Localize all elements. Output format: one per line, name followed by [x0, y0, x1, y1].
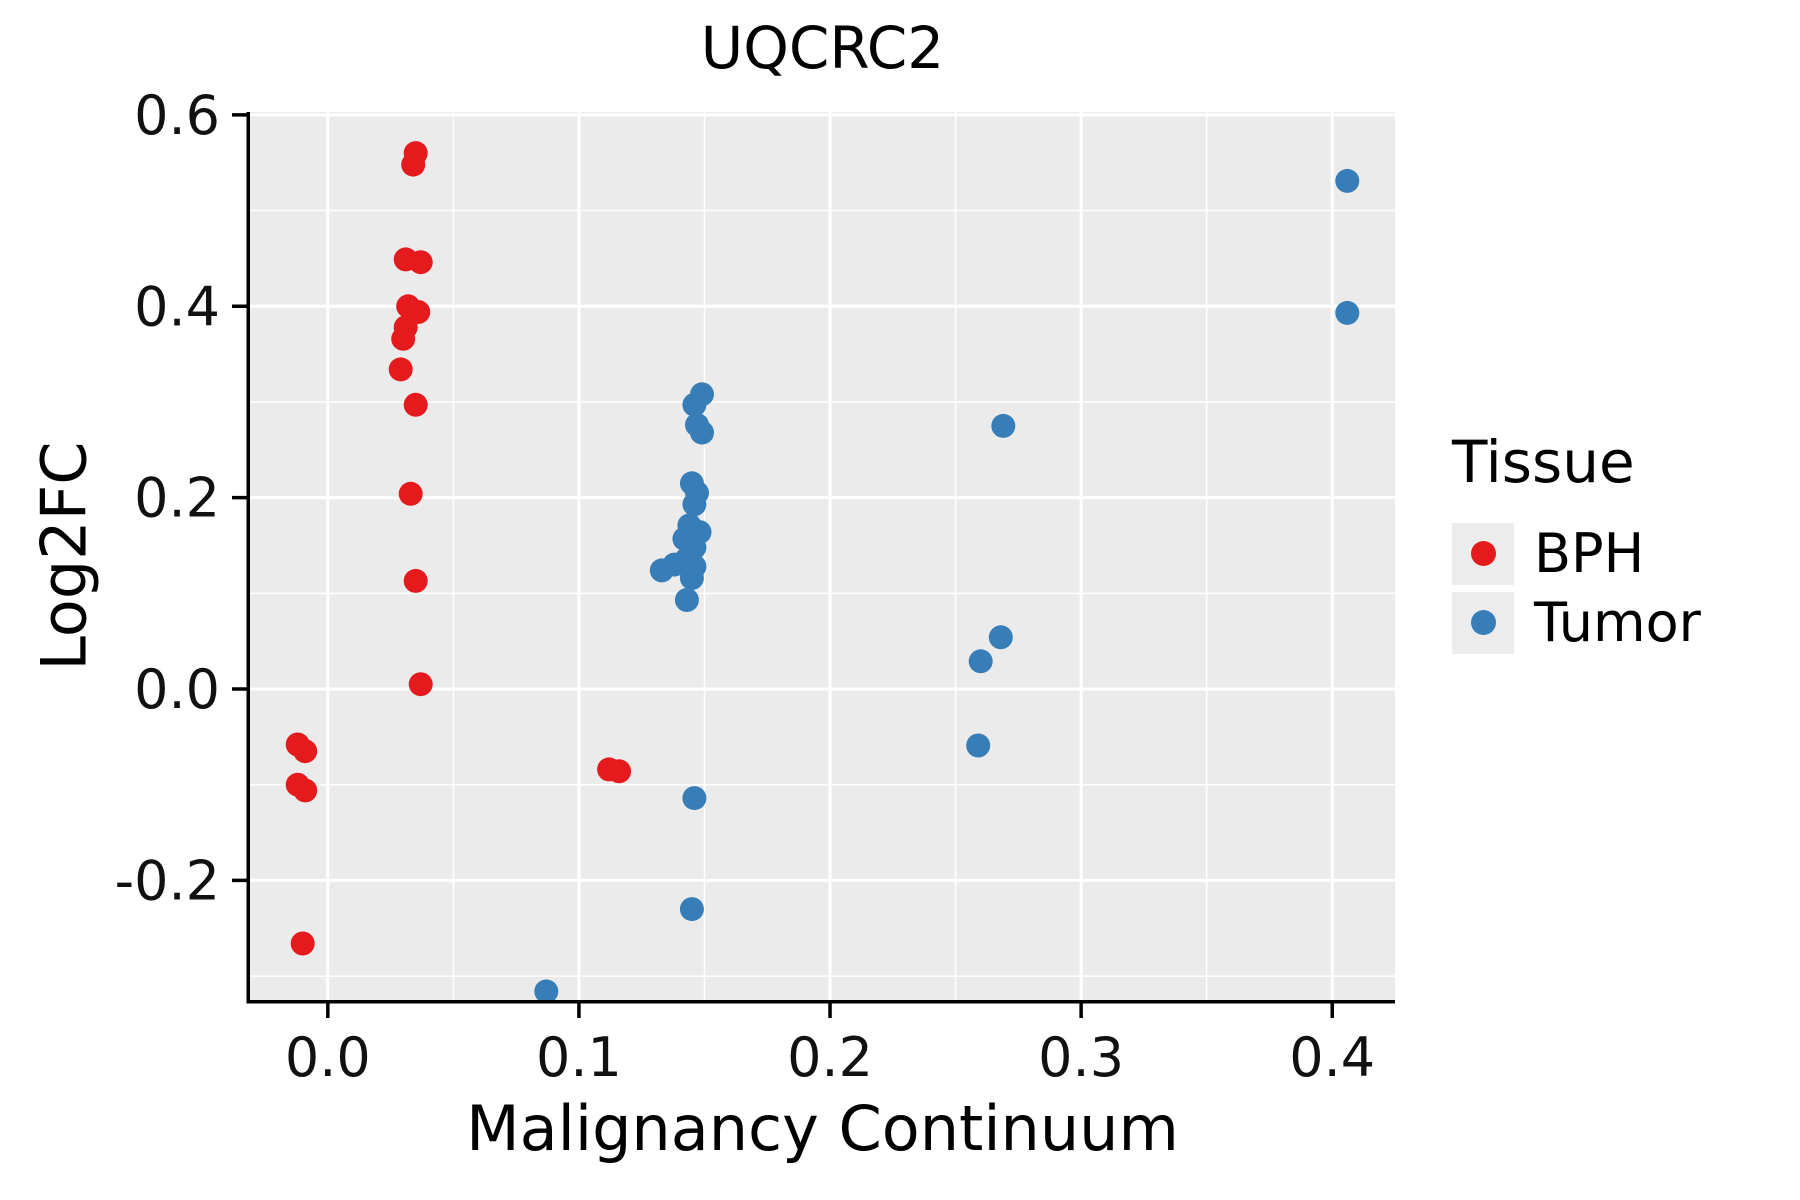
data-point-tumor [649, 558, 674, 583]
x-tick-label: 0.1 [536, 1026, 622, 1089]
x-tick-label: 0.2 [787, 1026, 873, 1089]
y-tick-label: 0.0 [134, 658, 220, 721]
y-tick-label: -0.2 [115, 849, 220, 912]
data-point-bph [403, 568, 428, 593]
x-axis-title: Malignancy Continuum [466, 1092, 1179, 1165]
data-point-bph [607, 759, 632, 784]
data-point-bph [388, 357, 413, 382]
data-point-tumor [682, 786, 707, 811]
data-point-tumor [968, 649, 993, 674]
legend-items: BPH Tumor [1452, 522, 1701, 654]
data-point-tumor [690, 420, 714, 445]
y-tick-label: 0.2 [134, 467, 220, 530]
x-tick-label: 0.3 [1038, 1026, 1124, 1089]
panel-background [250, 112, 1395, 1000]
data-point-bph [408, 250, 433, 275]
legend-key [1452, 522, 1514, 585]
legend: Tissue BPH Tumor [1452, 428, 1701, 660]
data-point-tumor [988, 625, 1013, 650]
data-point-tumor [682, 492, 707, 517]
data-point-tumor [679, 566, 704, 590]
data-point-tumor [991, 413, 1016, 438]
data-point-tumor [679, 897, 704, 922]
data-point-bph [290, 931, 315, 956]
legend-label: Tumor [1534, 591, 1701, 654]
data-point-tumor [966, 733, 991, 758]
tumor-dot-icon [1470, 610, 1496, 635]
bph-dot-icon [1470, 541, 1496, 566]
data-point-bph [398, 481, 423, 506]
x-tick-label: 0.0 [285, 1026, 371, 1089]
data-point-tumor [1335, 168, 1360, 193]
data-point-tumor [682, 392, 707, 417]
y-tick-label: 0.6 [134, 84, 220, 147]
data-point-tumor [674, 588, 699, 612]
chart-title: UQCRC2 [700, 14, 945, 82]
legend-item-tumor: Tumor [1452, 591, 1701, 654]
data-point-bph [408, 672, 433, 697]
data-point-tumor [1335, 300, 1360, 325]
legend-title: Tissue [1452, 428, 1635, 496]
data-point-bph [293, 778, 318, 803]
data-point-bph [293, 739, 318, 764]
legend-label: BPH [1534, 522, 1645, 585]
data-point-bph [403, 392, 428, 417]
data-point-bph [391, 326, 416, 351]
legend-item-bph: BPH [1452, 522, 1701, 585]
x-tick-label: 0.4 [1289, 1026, 1375, 1089]
y-axis-title: Log2FC [27, 441, 101, 671]
legend-key [1452, 591, 1514, 654]
data-point-tumor [534, 979, 559, 1004]
data-point-bph [401, 152, 426, 177]
y-tick-label: 0.4 [134, 275, 220, 338]
